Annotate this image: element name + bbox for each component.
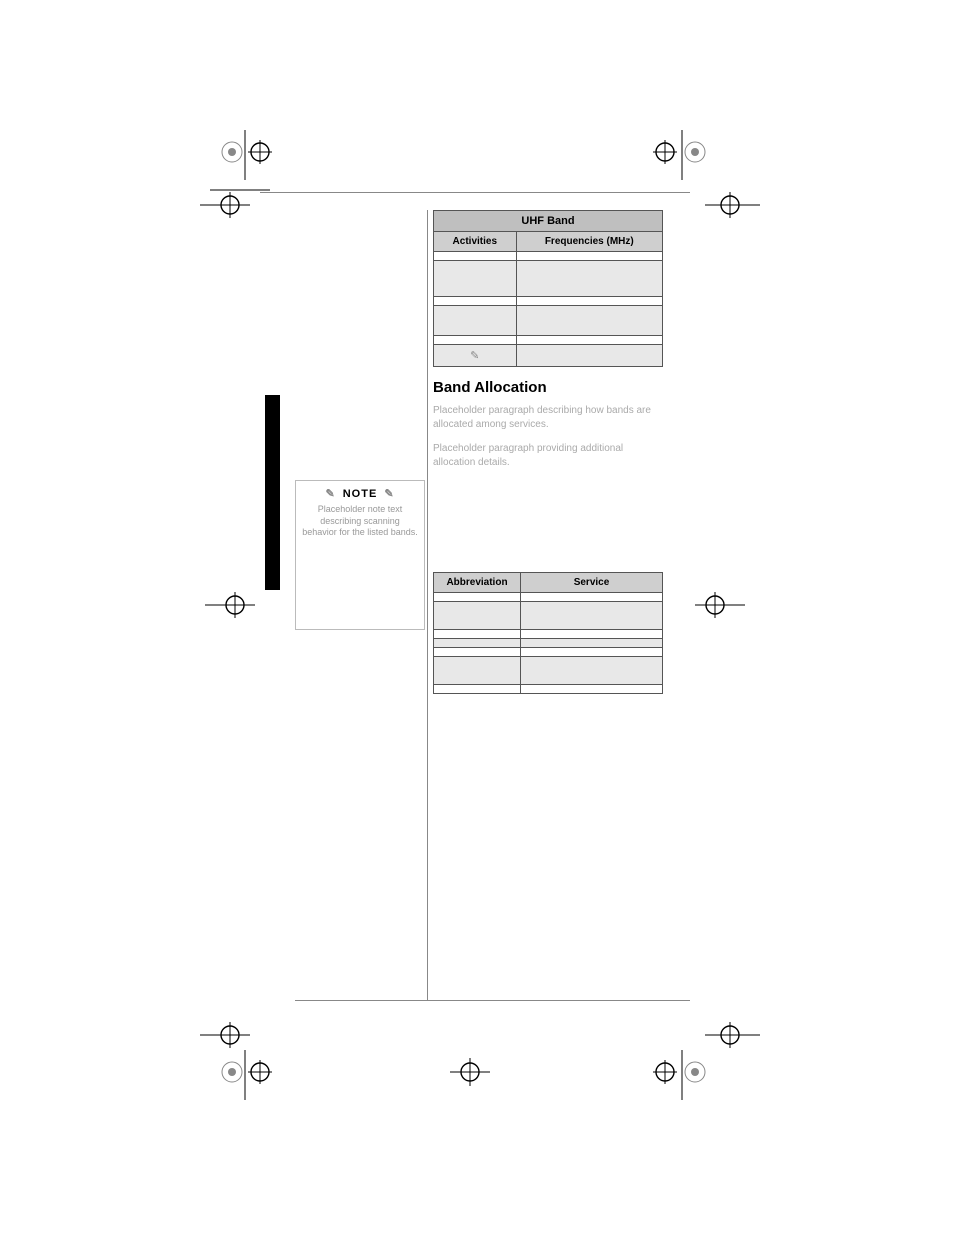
- reg-mark-bot-right: [640, 1050, 720, 1130]
- uhf-title: UHF Band: [434, 211, 663, 232]
- pencil-icon: ✎: [470, 349, 479, 362]
- reg-mark-top-left-2: [190, 180, 270, 260]
- table-row: [434, 261, 663, 297]
- body-para-1: Placeholder paragraph describing how ban…: [433, 404, 663, 432]
- reg-mark-top-right-2: [700, 180, 780, 260]
- table-row: [434, 593, 663, 602]
- pencil-icon: ✎: [384, 487, 394, 500]
- table-row: [434, 252, 663, 261]
- uhf-col-activities: Activities: [434, 232, 517, 252]
- reg-mark-bot-left: [210, 1050, 290, 1130]
- note-label: NOTE: [343, 488, 378, 500]
- note-text: Placeholder note text describing scannin…: [302, 504, 418, 539]
- abbreviation-table: Abbreviation Service: [433, 572, 663, 694]
- uhf-band-table: UHF Band Activities Frequencies (MHz) ✎: [433, 210, 663, 367]
- note-header: ✎ NOTE ✎: [302, 487, 418, 500]
- content-area: ✎ NOTE ✎ Placeholder note text describin…: [265, 210, 695, 1000]
- table-row: [434, 297, 663, 306]
- table-row: [434, 685, 663, 694]
- note-box: ✎ NOTE ✎ Placeholder note text describin…: [295, 480, 425, 630]
- table-row: ✎: [434, 345, 663, 367]
- table-row: [434, 648, 663, 657]
- top-rule: [260, 192, 690, 193]
- right-column: UHF Band Activities Frequencies (MHz) ✎ …: [433, 210, 663, 694]
- section-heading: Band Allocation: [433, 379, 663, 396]
- side-tab: [265, 395, 280, 590]
- table-row: [434, 657, 663, 685]
- table-row: [434, 336, 663, 345]
- table-row: [434, 306, 663, 336]
- column-divider: [427, 210, 428, 1000]
- table-row: [434, 639, 663, 648]
- table-row: [434, 602, 663, 630]
- body-para-2: Placeholder paragraph providing addition…: [433, 442, 663, 562]
- pencil-icon: ✎: [325, 487, 335, 500]
- reg-mark-bot-center: [440, 1050, 520, 1130]
- abbr-col-abbr: Abbreviation: [434, 573, 521, 593]
- abbr-col-service: Service: [521, 573, 663, 593]
- table-row: [434, 630, 663, 639]
- uhf-col-freq: Frequencies (MHz): [516, 232, 662, 252]
- footer-rule: [295, 1000, 690, 1001]
